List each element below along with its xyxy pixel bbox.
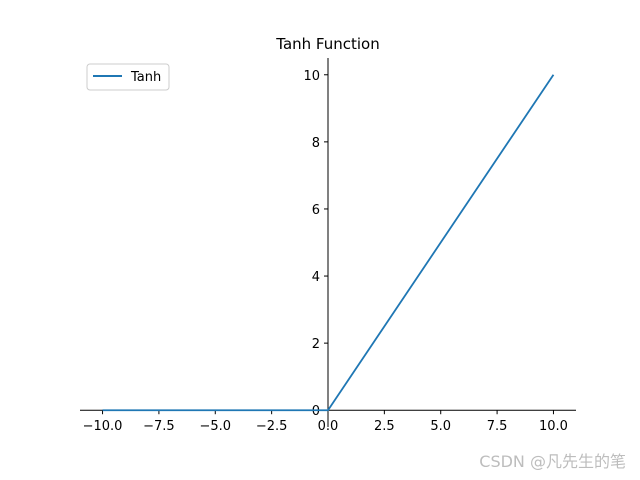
- x-tick-label: 10.0: [539, 419, 568, 434]
- y-tick-label: 0: [312, 404, 320, 419]
- watermark: CSDN @凡先生的笔: [479, 452, 626, 471]
- legend-box: [86, 63, 170, 91]
- y-tick-label: 6: [312, 203, 320, 218]
- chart-title: Tanh Function: [275, 35, 379, 53]
- x-tick-label: 2.5: [374, 419, 395, 434]
- y-tick-label: 8: [312, 136, 320, 151]
- x-tick-label: −2.5: [256, 419, 288, 434]
- x-tick-label: −5.0: [199, 419, 231, 434]
- legend-label: Tanh: [130, 70, 161, 85]
- y-tick-label: 4: [312, 270, 320, 285]
- series-layer: [102, 74, 555, 412]
- y-tick-label: 2: [312, 337, 320, 352]
- x-tick-label: 0.0: [318, 419, 339, 434]
- series-line: [102, 74, 555, 412]
- y-tick-label: 10: [303, 69, 320, 84]
- legend: Tanh: [86, 63, 170, 91]
- x-tick-label: 7.5: [487, 419, 508, 434]
- x-tick-label: 5.0: [430, 419, 451, 434]
- x-tick-label: −10.0: [83, 419, 123, 434]
- x-tick-label: −7.5: [143, 419, 175, 434]
- axes: −10.0 −7.5 −5.0 −2.5 0.0 2.5 5.0 7.5 10.0 0 2 4 6 8 10: [80, 58, 576, 434]
